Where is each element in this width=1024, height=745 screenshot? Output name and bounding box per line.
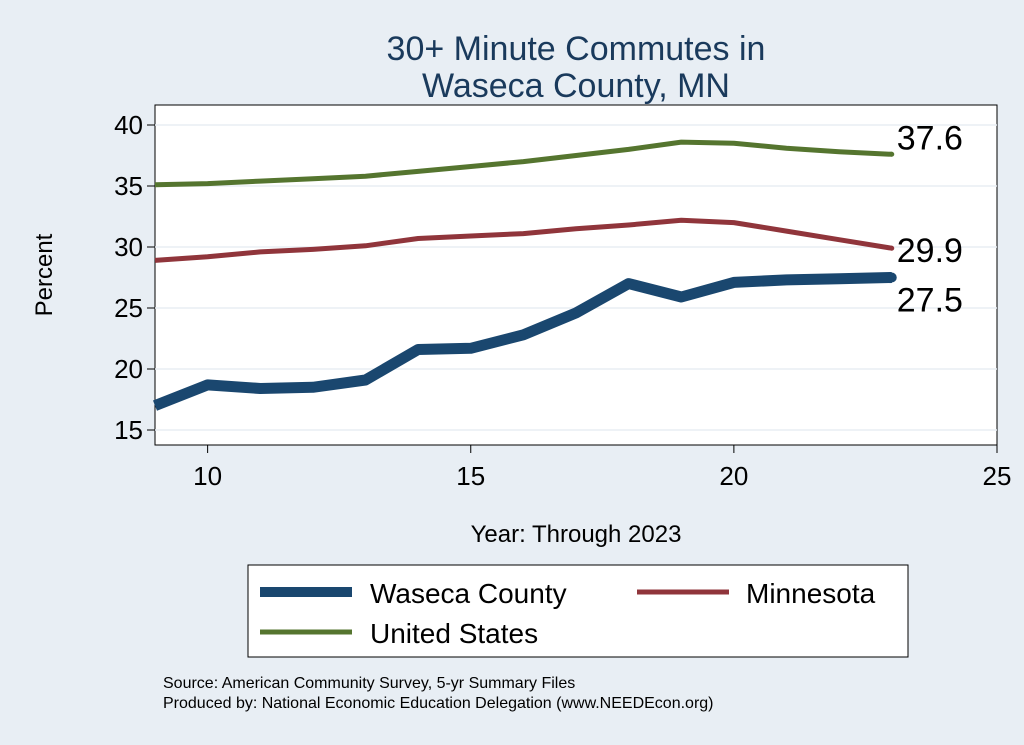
end-label-minnesota: 29.9 xyxy=(897,232,963,270)
y-tick-label-15: 15 xyxy=(114,415,143,445)
y-tick-label-20: 20 xyxy=(114,354,143,384)
x-tick-label-10: 10 xyxy=(193,461,222,491)
legend: Waseca County Minnesota United States xyxy=(247,564,909,658)
y-tick-label-25: 25 xyxy=(114,293,143,323)
x-tick-label-25: 25 xyxy=(983,461,1012,491)
series-end-marker-united-states xyxy=(889,151,895,157)
end-label-waseca-county: 27.5 xyxy=(897,282,963,320)
legend-label-minnesota: Minnesota xyxy=(746,578,876,609)
chart-title-line-2: Waseca County, MN xyxy=(422,67,730,105)
legend-box xyxy=(247,564,909,658)
y-axis: 15 20 25 30 35 40 xyxy=(114,110,155,445)
series-line-united-states xyxy=(154,139,892,188)
source-note: Source: American Community Survey, 5-yr … xyxy=(163,675,575,692)
series-line-minnesota xyxy=(154,217,893,263)
x-axis-label: Year: Through 2023 xyxy=(471,521,682,548)
series-end-marker-waseca-county xyxy=(886,272,897,283)
series-end-marker-minnesota xyxy=(889,245,895,251)
x-tick-label-20: 20 xyxy=(719,461,748,491)
y-tick-label-30: 30 xyxy=(114,232,143,262)
y-axis-label: Percent xyxy=(31,233,58,316)
legend-label-waseca-county: Waseca County xyxy=(370,578,567,609)
series-lines xyxy=(152,139,897,411)
y-tick-label-40: 40 xyxy=(114,110,143,140)
x-axis: 10 15 20 25 xyxy=(193,445,1011,491)
end-labels: 27.5 29.9 37.6 xyxy=(897,119,963,319)
chart-title-line-1: 30+ Minute Commutes in xyxy=(387,30,766,68)
x-tick-label-15: 15 xyxy=(456,461,485,491)
y-tick-label-35: 35 xyxy=(114,171,143,201)
end-label-united-states: 37.6 xyxy=(897,119,963,157)
series-line-waseca-county xyxy=(152,272,892,411)
legend-label-united-states: United States xyxy=(370,618,538,649)
produced-by-note: Produced by: National Economic Education… xyxy=(163,695,714,712)
